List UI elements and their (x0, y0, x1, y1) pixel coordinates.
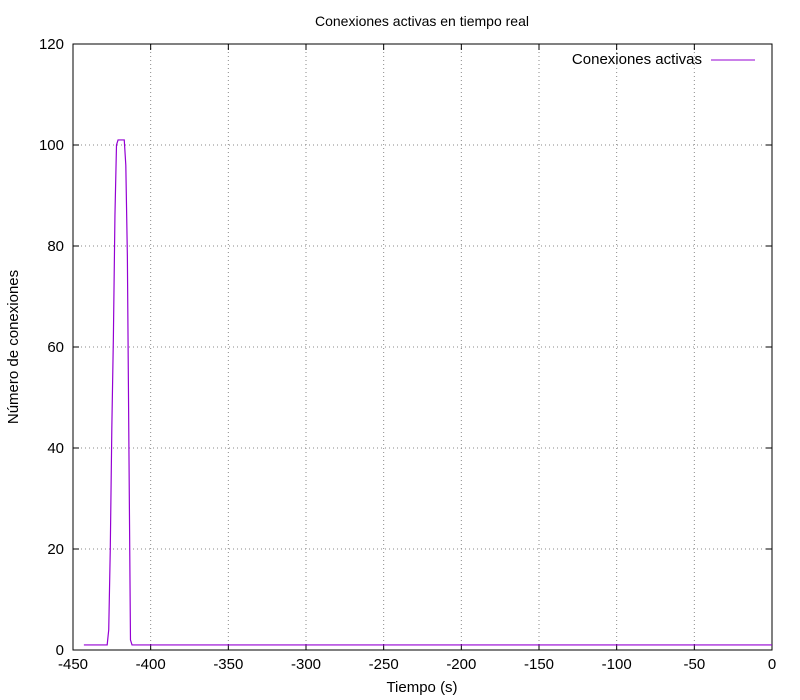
x-tick-label: -400 (136, 656, 166, 673)
y-tick-label: 20 (47, 541, 64, 558)
legend: Conexiones activas (572, 51, 755, 68)
y-tick-label: 120 (39, 36, 64, 53)
x-tick-label: -300 (291, 656, 321, 673)
x-tick-label: 0 (768, 656, 776, 673)
chart-title: Conexiones activas en tiempo real (315, 13, 529, 29)
y-tick-label: 60 (47, 339, 64, 356)
y-tick-label: 80 (47, 238, 64, 255)
x-tick-label: -350 (213, 656, 243, 673)
series-line (84, 140, 772, 645)
ticks: -450 -400 -350 -300 -250 -200 -150 -100 -50 00204… (39, 36, 776, 673)
y-tick-label: 100 (39, 137, 64, 154)
x-tick-label: -100 (602, 656, 632, 673)
y-tick-label: 40 (47, 440, 64, 457)
x-tick-label: -50 (683, 656, 705, 673)
x-tick-label: -150 (524, 656, 554, 673)
legend-label: Conexiones activas (572, 51, 702, 68)
y-tick-label: 0 (56, 642, 64, 659)
series-layer (84, 140, 772, 645)
grid (73, 44, 772, 650)
x-tick-label: -250 (369, 656, 399, 673)
x-axis-label: Tiempo (s) (386, 679, 457, 696)
y-axis-label: Número de conexiones (5, 270, 22, 424)
x-tick-label: -200 (446, 656, 476, 673)
